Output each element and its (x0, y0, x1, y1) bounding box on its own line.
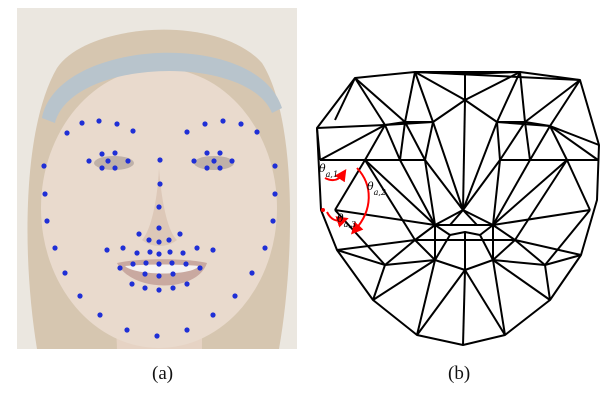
face-photo-panel (17, 8, 297, 349)
landmark-point (146, 237, 152, 243)
angle-label-3: θa,3 (337, 212, 356, 229)
caption-a: (a) (152, 363, 174, 384)
landmark-point (254, 129, 260, 135)
landmark-point (41, 163, 47, 169)
landmark-point (86, 158, 92, 164)
landmark-point (156, 225, 162, 231)
landmark-point (272, 191, 278, 197)
angle-vertex-dot (321, 208, 325, 212)
landmark-point (99, 151, 105, 157)
landmark-point (156, 273, 162, 279)
landmark-point (202, 121, 208, 127)
landmark-point (204, 165, 210, 171)
landmark-point (210, 312, 216, 318)
landmark-point (262, 245, 268, 251)
landmark-point (249, 270, 255, 276)
landmark-point (217, 165, 223, 171)
landmark-point (105, 158, 111, 164)
landmark-point (52, 245, 58, 251)
landmark-point (77, 293, 83, 299)
landmark-point (270, 218, 276, 224)
landmark-point (134, 250, 140, 256)
landmark-point (62, 270, 68, 276)
landmark-point (183, 261, 189, 267)
landmark-point (229, 158, 235, 164)
angle-arcs (324, 167, 370, 235)
teeth (125, 264, 199, 274)
landmark-point (130, 261, 136, 267)
landmark-point (114, 121, 120, 127)
headband (42, 52, 282, 123)
landmark-point (156, 261, 162, 267)
landmark-point (170, 285, 176, 291)
landmark-point (79, 120, 85, 126)
landmark-point (272, 163, 278, 169)
landmark-point (125, 158, 131, 164)
landmark-point (210, 247, 216, 253)
landmark-point (120, 245, 126, 251)
landmark-point (143, 260, 149, 266)
landmark-point (64, 130, 70, 136)
landmark-point (117, 265, 123, 271)
face-mesh-panel: θa,1 θa,2 θa,3 (316, 71, 600, 346)
landmark-point (194, 245, 200, 251)
angle-arc-2 (350, 167, 370, 235)
mesh-outline (316, 71, 600, 346)
landmark-point (204, 150, 210, 156)
landmark-point (156, 287, 162, 293)
landmark-point (217, 150, 223, 156)
landmark-point (184, 281, 190, 287)
landmark-point (130, 128, 136, 134)
landmark-point (170, 271, 176, 277)
landmark-point (96, 118, 102, 124)
landmark-point (184, 327, 190, 333)
landmark-point (136, 231, 142, 237)
landmark-point (169, 260, 175, 266)
caption-b: (b) (448, 363, 471, 384)
landmark-point (112, 165, 118, 171)
landmark-point (104, 247, 110, 253)
landmark-point (112, 150, 118, 156)
landmark-point (156, 204, 162, 210)
landmark-point (156, 239, 162, 245)
landmark-point (154, 333, 160, 339)
landmark-point (177, 231, 183, 237)
landmark-point (42, 191, 48, 197)
landmark-point (238, 121, 244, 127)
angle-label-1: θa,1 (319, 162, 338, 179)
landmark-point (166, 237, 172, 243)
landmark-point (44, 218, 50, 224)
landmark-point (184, 129, 190, 135)
landmark-point (167, 249, 173, 255)
landmark-point (142, 271, 148, 277)
mesh-edges (316, 71, 600, 346)
angle-label-2: θa,2 (367, 180, 386, 197)
landmark-point (220, 118, 226, 124)
landmark-point (232, 293, 238, 299)
landmark-point (157, 157, 163, 163)
angle-arc-3 (326, 211, 349, 228)
landmark-point (157, 181, 163, 187)
landmark-point (211, 158, 217, 164)
landmark-point (142, 285, 148, 291)
landmark-point (147, 249, 153, 255)
landmark-point (156, 251, 162, 257)
landmark-point (97, 312, 103, 318)
landmark-point (99, 165, 105, 171)
angle-arc-1 (324, 169, 347, 183)
landmark-points (41, 118, 278, 339)
landmark-point (129, 281, 135, 287)
landmark-point (180, 250, 186, 256)
landmark-point (124, 327, 130, 333)
landmark-point (191, 158, 197, 164)
landmark-point (197, 265, 203, 271)
